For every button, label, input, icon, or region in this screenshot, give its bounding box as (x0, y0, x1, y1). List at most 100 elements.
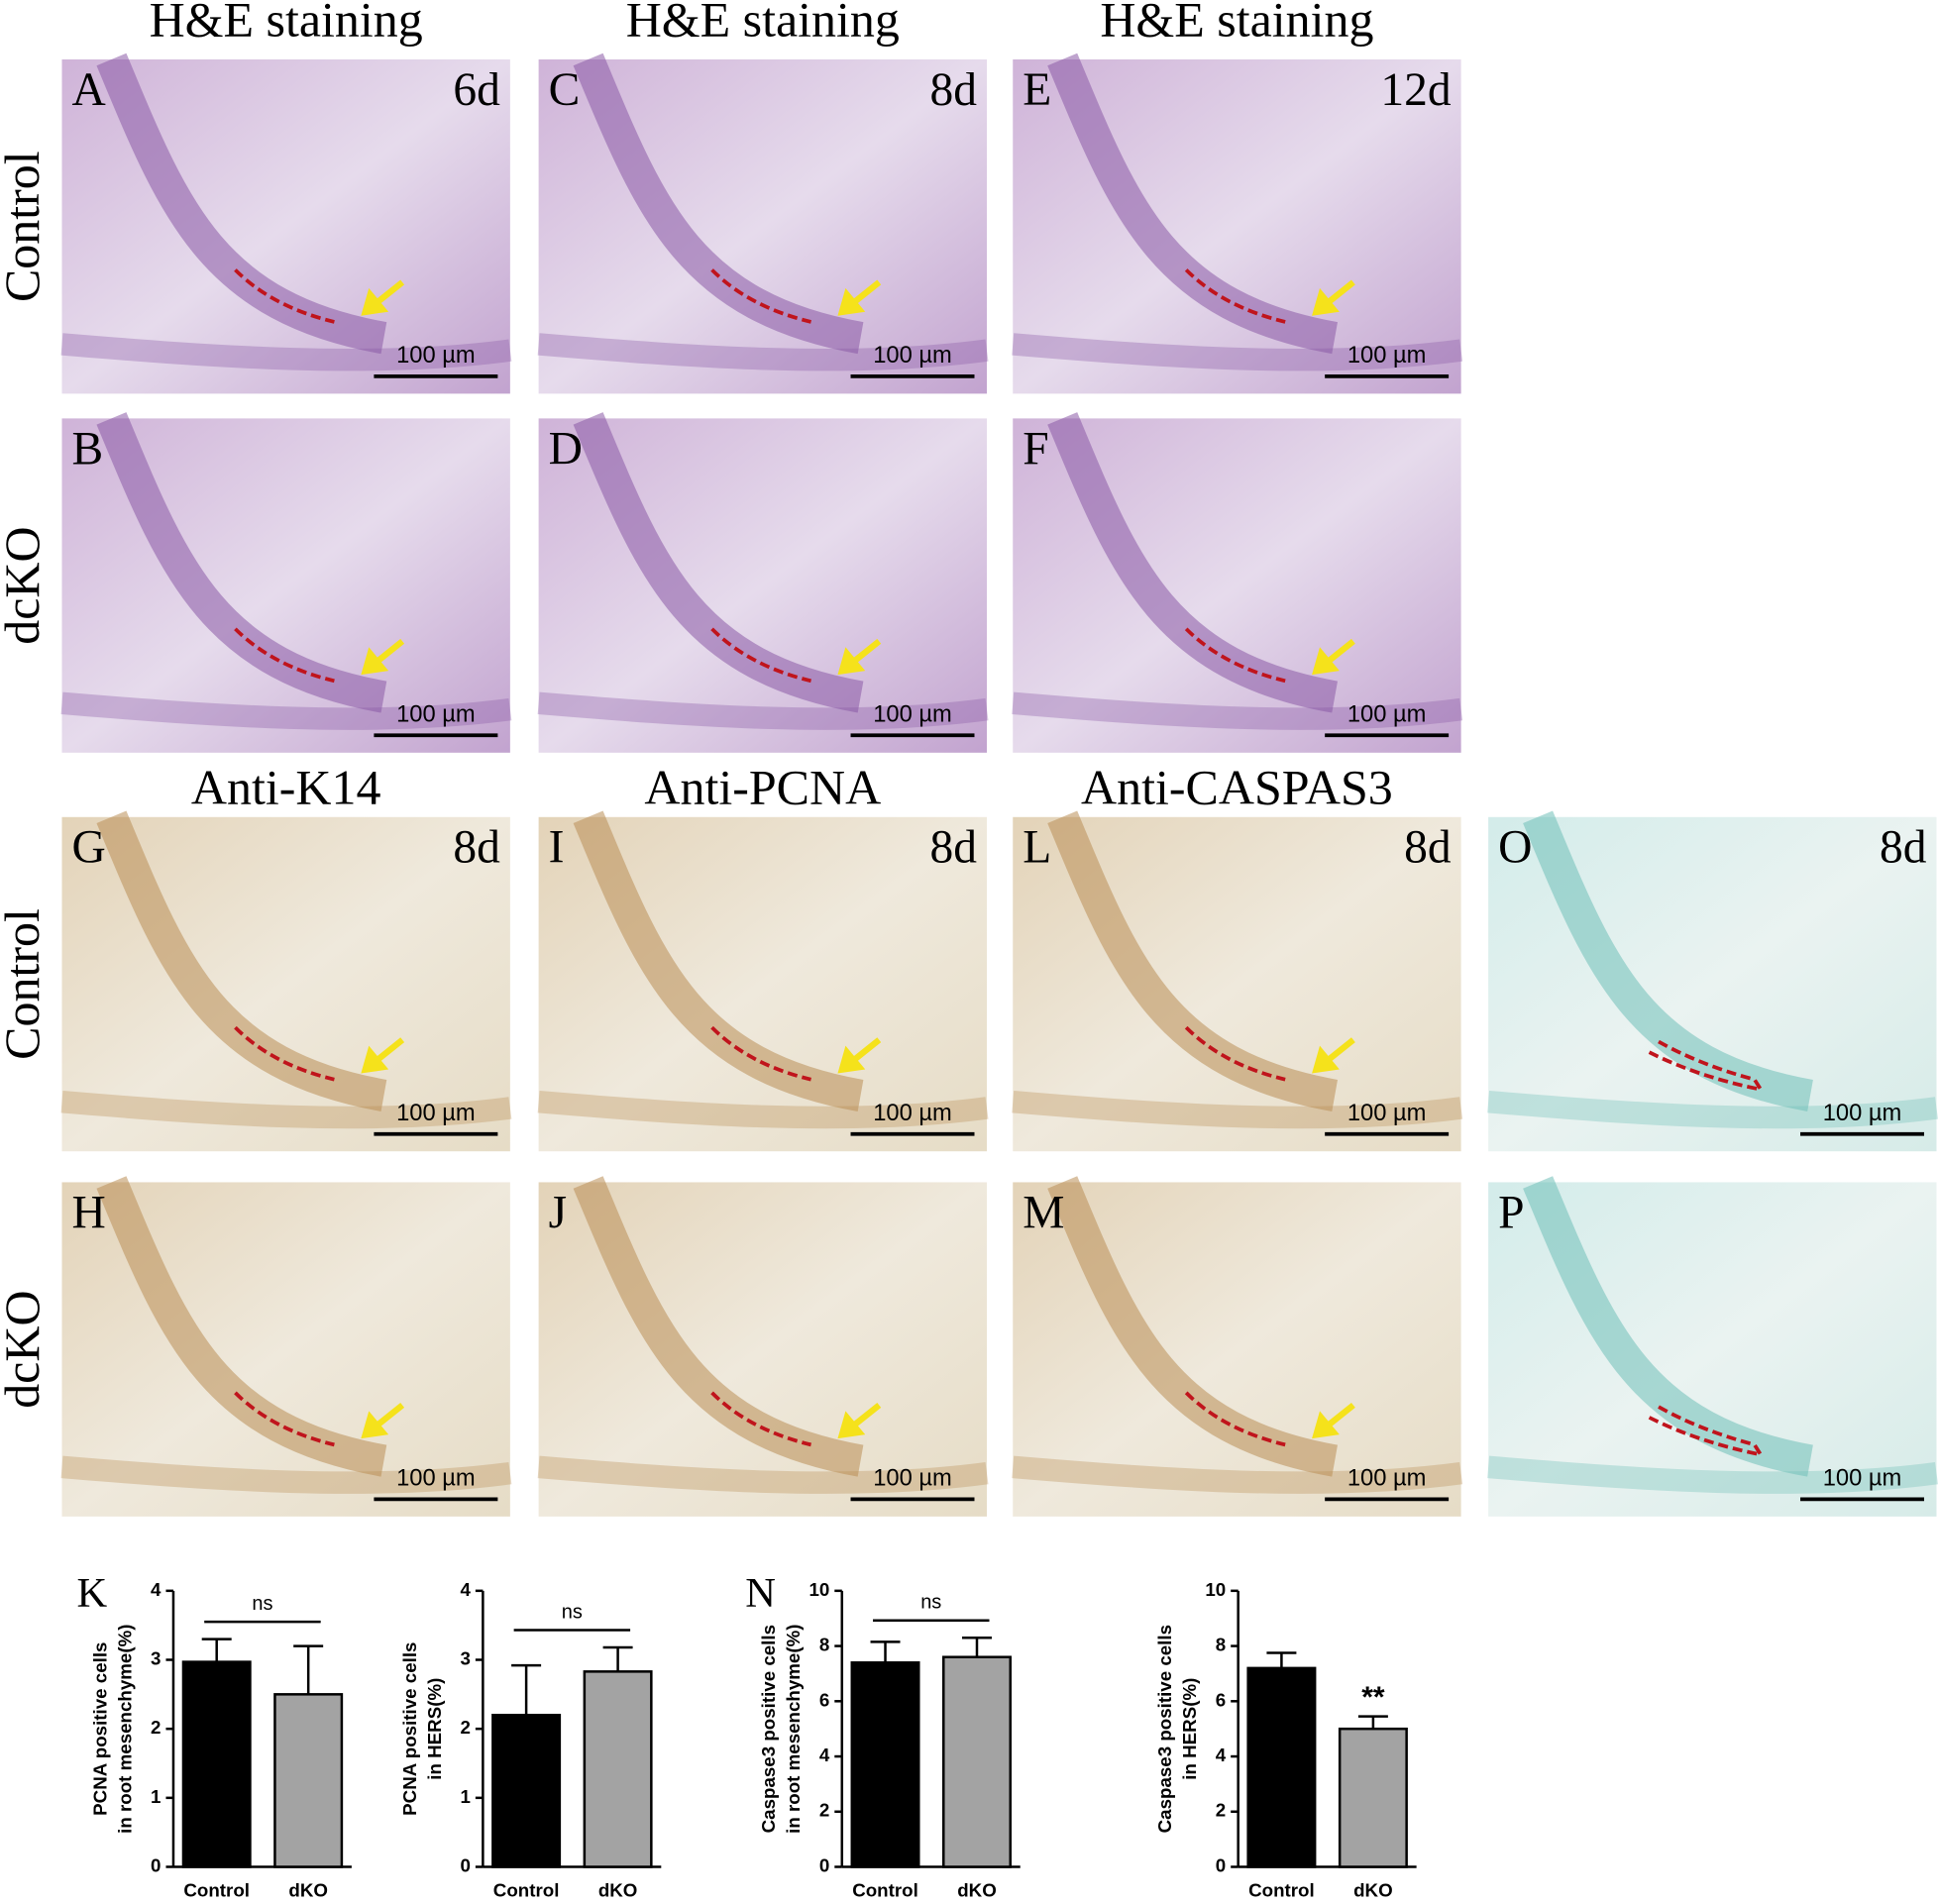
y-tick-label: 10 (808, 1579, 829, 1600)
significance-label: ns (252, 1593, 272, 1615)
x-tick-label: Control (1248, 1879, 1315, 1900)
time-label: 8d (1404, 822, 1452, 874)
tissue-band (573, 1176, 864, 1477)
row-label: Control (0, 151, 50, 302)
x-tick-label: Control (493, 1879, 560, 1900)
panel-letter: H (71, 1187, 105, 1238)
hers-outline (1184, 1391, 1286, 1447)
panel-letter: O (1498, 822, 1532, 874)
y-tick-label: 4 (151, 1579, 162, 1600)
bar (1338, 1727, 1408, 1868)
panel-letter: J (549, 1187, 567, 1238)
panel-letter: E (1023, 64, 1051, 116)
x-tick-label: dKO (288, 1879, 328, 1900)
bar (583, 1670, 653, 1868)
scale-bar-label: 100 µm (396, 1101, 476, 1126)
tissue-band (1047, 412, 1339, 713)
panel-letter: D (549, 423, 583, 475)
tissue-band (1012, 691, 1463, 730)
y-tick-label: 8 (819, 1635, 829, 1655)
tissue-band (1487, 1455, 1938, 1494)
y-tick-label: 2 (1216, 1800, 1226, 1821)
tissue-band (537, 1455, 989, 1494)
tissue-band (537, 1091, 989, 1129)
y-tick-label: 4 (460, 1579, 471, 1600)
hers-outline (234, 627, 335, 684)
micrograph: O 8d 100 µm (1487, 810, 1938, 1152)
arrow (837, 1037, 882, 1074)
row-label: Control (0, 908, 50, 1060)
micrograph: M 100 µm (1012, 1176, 1463, 1517)
bar (1246, 1666, 1317, 1868)
x-tick-label: dKO (598, 1879, 638, 1900)
scale-bar-label: 100 µm (1347, 1101, 1427, 1126)
scale-bar-label: 100 µm (873, 1466, 952, 1492)
y-tick-label: 6 (1216, 1689, 1226, 1710)
scale-bar-label: 100 µm (396, 702, 476, 728)
column-header: H&E staining (626, 0, 900, 47)
hers-outline (234, 268, 335, 324)
tissue-band (537, 691, 989, 730)
tissue-band (1047, 1176, 1339, 1477)
hers-outline (710, 268, 811, 324)
micrograph: B 100 µm (60, 412, 512, 753)
scale-bar-label: 100 µm (873, 1101, 952, 1126)
tissue-band (60, 333, 512, 371)
bar (181, 1660, 252, 1868)
x-tick-label: Control (183, 1879, 250, 1900)
column-header: Anti-K14 (191, 759, 381, 814)
tissue-band (1012, 1091, 1463, 1129)
scale-bar-label: 100 µm (873, 702, 952, 728)
error-bar (1266, 1651, 1297, 1668)
y-tick-label: 0 (819, 1854, 829, 1875)
y-tick-label: 0 (151, 1854, 161, 1875)
micrograph: I 8d 100 µm (537, 810, 989, 1152)
scale-bar-label: 100 µm (1823, 1466, 1902, 1492)
hers-outline (1648, 1403, 1765, 1458)
error-bar (511, 1663, 542, 1716)
micrograph: F 100 µm (1012, 412, 1463, 753)
scale-bar-label: 100 µm (1823, 1101, 1902, 1126)
y-tick-label: 4 (1216, 1745, 1227, 1765)
arrow (361, 1402, 405, 1439)
panel-letter: G (71, 822, 105, 874)
column-header: Anti-CASPAS3 (1081, 759, 1393, 814)
significance-label: ** (1361, 1681, 1385, 1714)
y-tick-label: 0 (460, 1854, 470, 1875)
hers-outline (710, 1391, 811, 1447)
scale-bar-label: 100 µm (1347, 343, 1427, 369)
panel-letter: K (76, 1570, 107, 1617)
y-axis-label: Caspase3 positive cells (758, 1625, 779, 1833)
x-tick-label: dKO (1353, 1879, 1393, 1900)
tissue-band (1047, 810, 1339, 1111)
panel-letter: N (745, 1570, 776, 1617)
scale-bar-label: 100 µm (1347, 1466, 1427, 1492)
time-label: 8d (930, 64, 978, 116)
micrograph: J 100 µm (537, 1176, 989, 1517)
tissue-band (1487, 1091, 1938, 1129)
column-header: H&E staining (1100, 0, 1373, 47)
panel-letter: F (1023, 423, 1048, 475)
tissue-band (1012, 333, 1463, 371)
tissue-band (573, 53, 864, 355)
hers-outline (1184, 268, 1286, 324)
hers-outline (234, 1391, 335, 1447)
micrograph: H 100 µm (60, 1176, 512, 1517)
y-tick-label: 6 (819, 1689, 829, 1710)
y-tick-label: 8 (1216, 1635, 1226, 1655)
scale-bar-label: 100 µm (396, 1466, 476, 1492)
y-tick-label: 1 (460, 1786, 470, 1807)
micrograph: C 8d 100 µm (537, 53, 989, 394)
tissue-band (573, 810, 864, 1111)
tissue-band (60, 1091, 512, 1129)
arrow (837, 1402, 882, 1439)
hers-outline (234, 1025, 335, 1082)
micrograph: E 12d 100 µm (1012, 53, 1463, 394)
time-label: 8d (453, 822, 500, 874)
y-axis-label: in HERS(%) (1179, 1678, 1200, 1780)
tissue-band (96, 1176, 387, 1477)
error-bar (602, 1645, 633, 1672)
y-tick-label: 0 (1216, 1854, 1226, 1875)
y-axis-label: in root mesenchyme(%) (783, 1624, 804, 1833)
